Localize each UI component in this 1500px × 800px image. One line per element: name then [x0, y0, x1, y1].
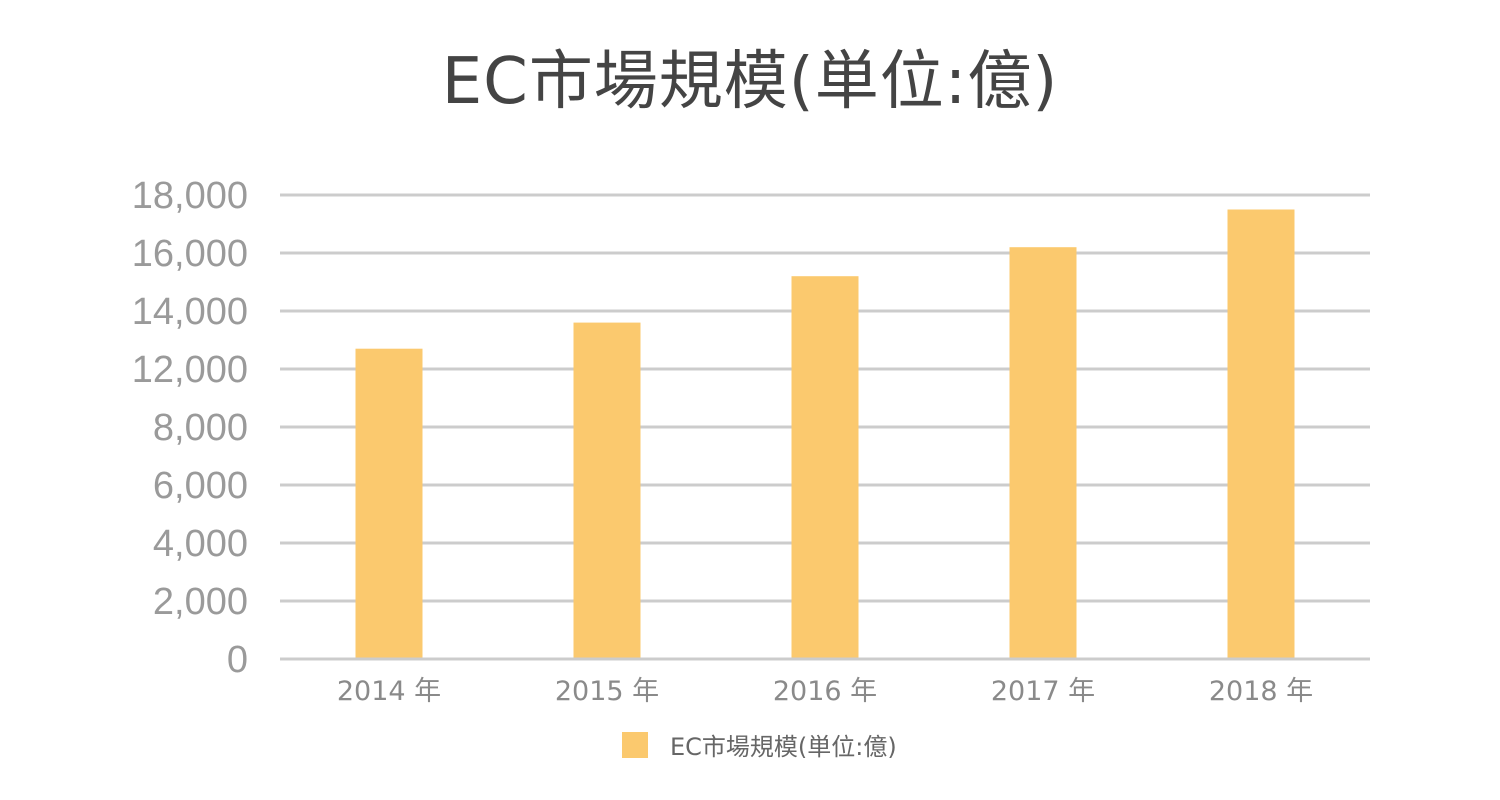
bar	[791, 276, 859, 659]
chart-title: EC市場規模(単位:億)	[441, 45, 1059, 119]
y-tick-label: 4,000	[153, 523, 248, 565]
legend: EC市場規模(単位:億)	[622, 727, 897, 762]
legend-swatch	[622, 731, 648, 758]
legend-label: EC市場規模(単位:億)	[670, 733, 897, 761]
x-tick-label: 2017 年	[991, 676, 1095, 707]
y-tick-label: 0	[227, 639, 248, 681]
x-axis-ticks: 2014 年 2015 年 2016 年 2017 年 2018 年	[280, 657, 1370, 707]
y-tick-label: 6,000	[153, 465, 248, 507]
y-tick-label: 12,000	[132, 349, 248, 391]
y-tick-label: 14,000	[132, 291, 248, 333]
y-tick-label: 8,000	[153, 407, 248, 449]
y-axis-ticks: 0 2,000 4,000 6,000 8,000 12,000 14,000 16,000 1…	[132, 175, 248, 681]
y-tick-label: 18,000	[132, 175, 248, 217]
x-tick-label: 2016 年	[773, 676, 877, 707]
y-tick-label: 2,000	[153, 581, 248, 623]
x-tick-label: 2014 年	[337, 676, 441, 707]
x-tick-label: 2015 年	[555, 676, 659, 707]
bar	[573, 322, 641, 659]
bar	[355, 348, 423, 659]
y-tick-label: 16,000	[132, 233, 248, 275]
bars	[355, 209, 1295, 659]
bar	[1227, 209, 1295, 659]
x-tick-label: 2018 年	[1209, 676, 1313, 707]
bar	[1009, 247, 1077, 659]
